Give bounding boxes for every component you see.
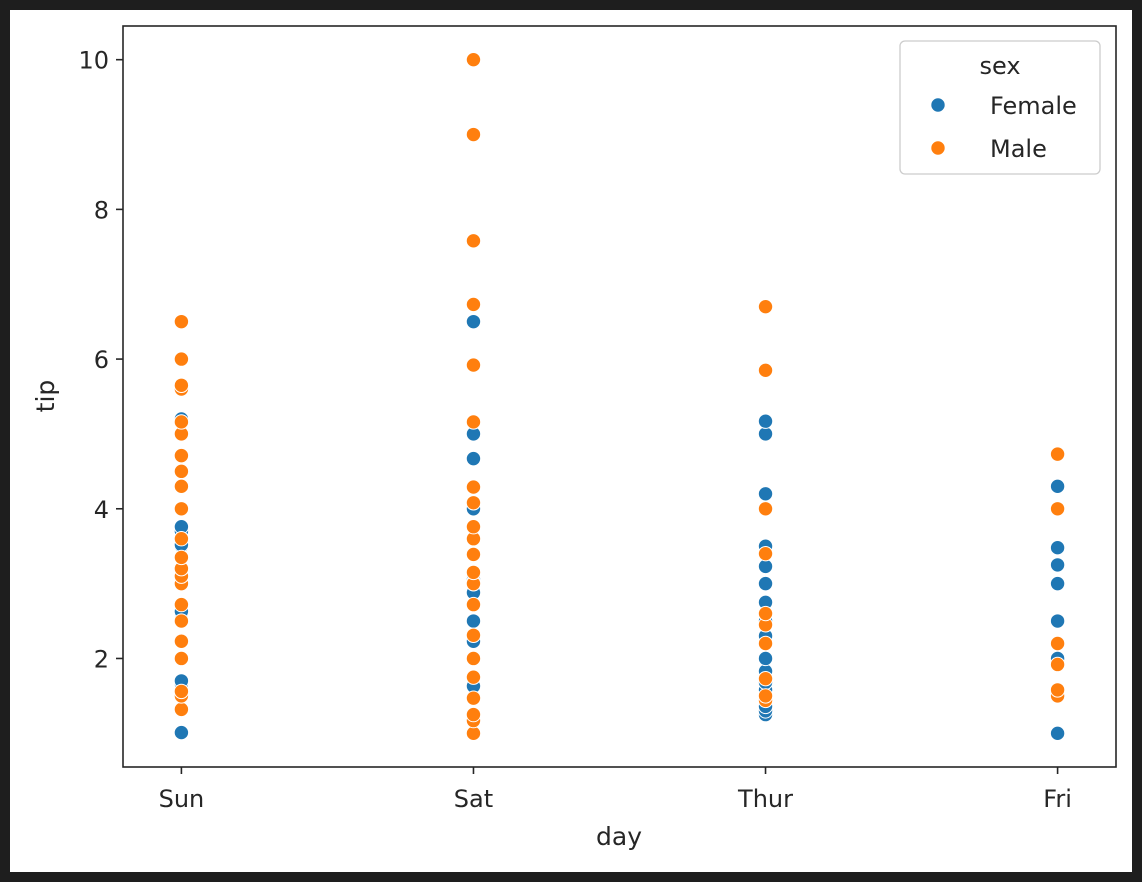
data-point-male [173, 313, 190, 330]
data-point-male [465, 690, 482, 706]
data-point-female [1049, 725, 1066, 742]
x-tick-label: Thur [737, 785, 793, 813]
data-point-male [173, 414, 190, 430]
data-point-male [173, 650, 190, 667]
data-point-male [757, 362, 774, 379]
scatter-chart: 2 4 6 8 10 Sun Sat Thur Fri day tip sex Female … [31, 25, 1117, 851]
data-point-male [757, 501, 774, 517]
data-point-male [757, 670, 774, 687]
data-point-female [1049, 557, 1066, 573]
data-point-male [173, 447, 190, 464]
data-point-male [465, 706, 482, 723]
data-point-male [173, 596, 190, 613]
data-point-male [465, 495, 482, 511]
data-point-male [465, 627, 482, 643]
data-point-female [757, 486, 774, 502]
data-point-female [757, 650, 774, 667]
legend-box [899, 40, 1101, 175]
data-point-male [173, 633, 190, 649]
data-point-male [1049, 656, 1066, 673]
data-point-male [173, 683, 190, 700]
data-point-male [1049, 635, 1066, 652]
legend-title: sex [979, 52, 1020, 80]
data-point-female [757, 413, 774, 429]
data-point-female [1049, 478, 1066, 495]
x-tick-label: Sun [159, 785, 205, 813]
y-tick-label: 10 [78, 47, 109, 75]
x-axis-label: day [596, 822, 642, 851]
legend-label-female: Female [990, 92, 1077, 120]
data-point-male [173, 613, 190, 629]
data-point-female [757, 575, 774, 592]
legend: sex Female Male [899, 40, 1101, 175]
data-point-male [757, 545, 774, 562]
data-point-male [465, 479, 482, 495]
data-point-male [465, 296, 482, 313]
y-tick-label: 2 [94, 645, 109, 673]
y-tick-label: 6 [94, 346, 109, 374]
data-point-female [465, 313, 482, 330]
x-tick-label: Sat [454, 785, 493, 813]
data-point-male [757, 298, 774, 315]
plot-frame [122, 25, 1117, 768]
data-point-male [465, 546, 482, 563]
legend-label-male: Male [990, 135, 1047, 163]
x-tick-label: Fri [1043, 785, 1072, 813]
data-point-male [757, 635, 774, 652]
data-point-male [465, 650, 482, 667]
data-point-female [1049, 613, 1066, 629]
data-point-male [173, 351, 190, 367]
data-point-male [465, 126, 482, 143]
legend-marker-female [930, 97, 946, 113]
data-point-male [173, 463, 190, 480]
data-point-male [757, 605, 774, 622]
data-point-male [465, 669, 482, 685]
legend-marker-male [930, 140, 946, 156]
y-axis: 2 4 6 8 10 [78, 47, 123, 673]
data-point-male [465, 519, 482, 535]
y-tick-label: 4 [94, 496, 109, 524]
data-point-male [173, 478, 190, 495]
data-point-male [757, 688, 774, 704]
points-layer [173, 51, 1066, 742]
data-point-male [173, 531, 190, 547]
data-point-male [465, 596, 482, 613]
data-point-male [465, 414, 482, 430]
data-point-female [1049, 539, 1066, 556]
data-point-male [173, 377, 190, 393]
data-point-male [1049, 682, 1066, 698]
figure: 2 4 6 8 10 Sun Sat Thur Fri day tip sex Female … [10, 10, 1132, 872]
data-point-female [465, 450, 482, 467]
data-point-male [465, 233, 482, 249]
series-male [173, 51, 1066, 742]
data-point-female [1049, 575, 1066, 592]
data-point-male [465, 51, 482, 68]
data-point-male [1049, 446, 1066, 462]
data-point-female [465, 613, 482, 629]
data-point-male [173, 549, 190, 566]
y-tick-label: 8 [94, 196, 109, 224]
x-axis: Sun Sat Thur Fri [159, 767, 1072, 813]
y-axis-label: tip [31, 380, 60, 413]
data-point-male [465, 357, 482, 373]
data-point-male [1049, 501, 1066, 517]
data-point-male [465, 564, 482, 581]
data-point-male [173, 501, 190, 517]
data-point-male [173, 701, 190, 718]
data-point-female [173, 724, 190, 741]
